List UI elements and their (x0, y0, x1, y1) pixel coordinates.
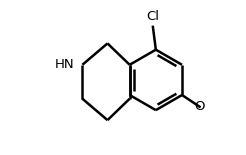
Text: O: O (195, 100, 205, 113)
Text: Cl: Cl (146, 10, 159, 22)
Text: HN: HN (55, 58, 75, 71)
